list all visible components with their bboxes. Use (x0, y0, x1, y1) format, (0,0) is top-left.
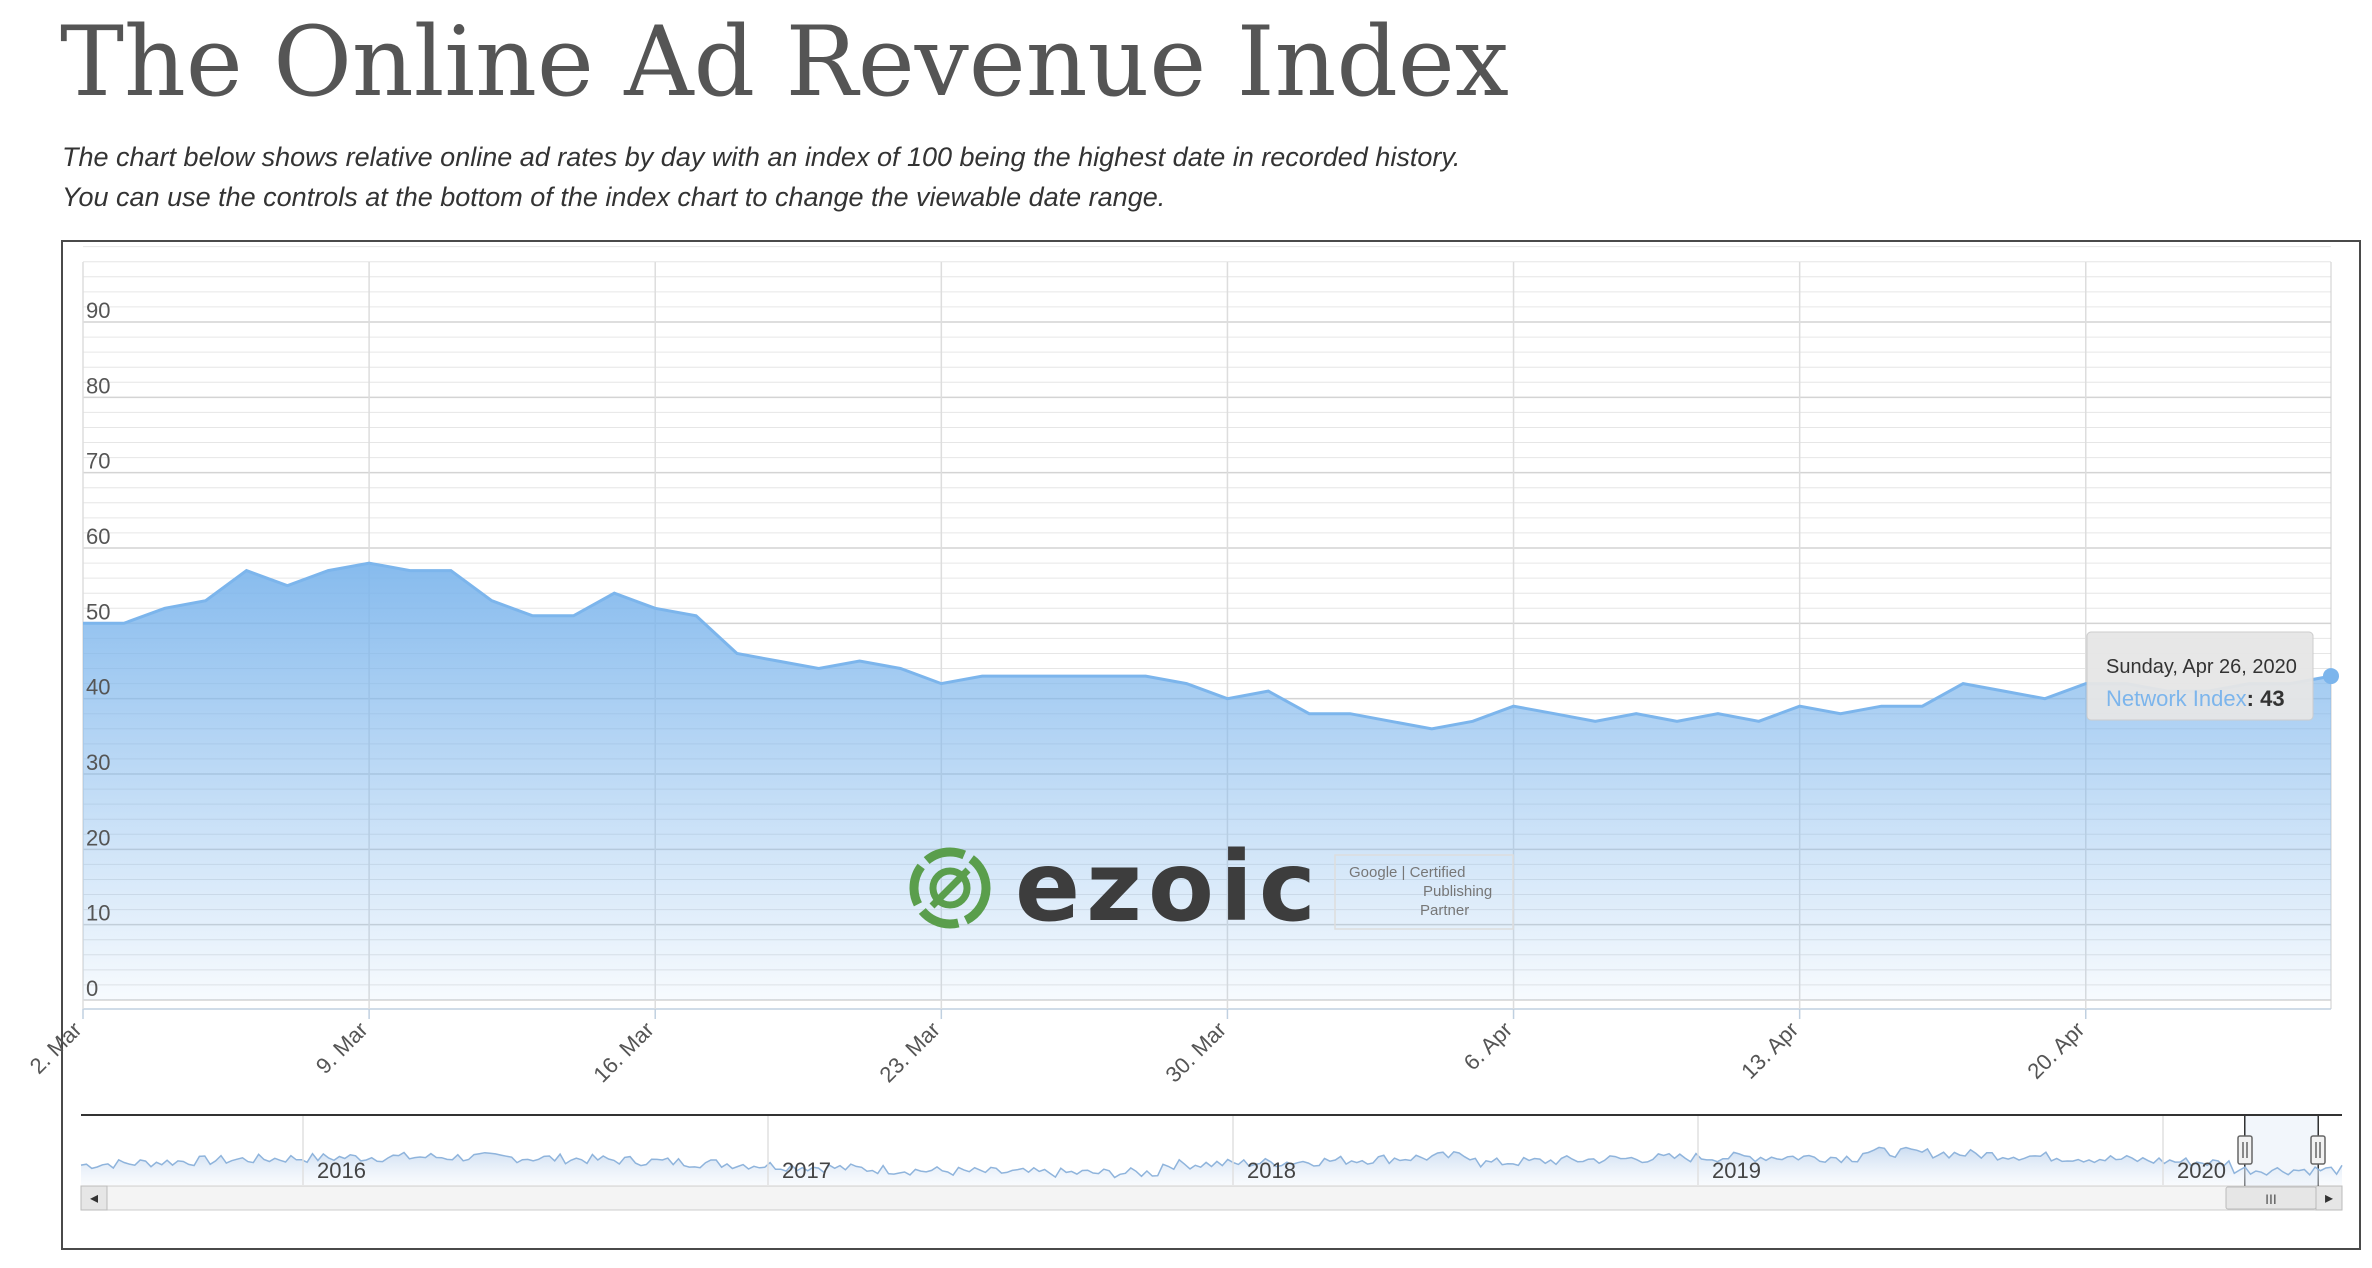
x-tick-label: 16. Mar (588, 1017, 658, 1087)
x-tick-label: 13. Apr (1736, 1017, 1803, 1084)
navigator-series (80, 1146, 2343, 1185)
google-badge-line-3: Partner (1420, 902, 1469, 919)
navigator[interactable]: 2016 2017 2018 2019 2020 ◂ III ▸ (80, 1114, 2343, 1211)
navigator-line (80, 1146, 2343, 1179)
y-tick-label: 10 (86, 901, 110, 926)
ezoic-logo-icon (909, 847, 991, 929)
series-network-index[interactable] (82, 561, 2339, 1000)
ezoic-watermark: ezoic Google | Certified Publishing Part… (909, 831, 1514, 943)
tooltip-box (2086, 631, 2314, 721)
x-tick-label: 20. Apr (2022, 1017, 2089, 1084)
y-tick-label: 60 (86, 524, 110, 549)
series-line (83, 561, 2332, 731)
navigator-year-label: 2016 (317, 1158, 366, 1183)
x-tick-label: 2. Mar (25, 1017, 87, 1079)
data-point[interactable] (2323, 668, 2339, 685)
y-tick-label: 80 (86, 373, 110, 398)
navigator-handle-left[interactable] (2237, 1135, 2253, 1165)
scrollbar-right-button[interactable]: ▸ (2315, 1185, 2343, 1211)
page-title: The Online Ad Revenue Index (60, 6, 1509, 118)
google-badge-line-1: Google | Certified (1349, 864, 1465, 881)
navigator-year-labels: 2016 2017 2018 2019 2020 (302, 1116, 2226, 1185)
intro-text: The chart below shows relative online ad… (62, 137, 1460, 217)
intro-line-1: The chart below shows relative online ad… (62, 142, 1461, 172)
navigator-year-label: 2018 (1247, 1158, 1296, 1183)
navigator-year-label: 2019 (1712, 1158, 1761, 1183)
navigator-year-label: 2017 (782, 1158, 831, 1183)
scrollbar-track[interactable] (80, 1185, 2343, 1211)
scrollbar-grip-icon: III (2265, 1191, 2277, 1207)
y-tick-label: 40 (86, 675, 110, 700)
chevron-right-icon: ▸ (2325, 1188, 2333, 1207)
x-tick-label: 9. Mar (311, 1017, 373, 1079)
navigator-handle-right[interactable] (2310, 1135, 2326, 1165)
tooltip: Sunday, Apr 26, 2020 Network Index: 43 (2086, 631, 2314, 721)
chevron-left-icon: ◂ (90, 1188, 98, 1207)
scrollbar-left-button[interactable]: ◂ (80, 1185, 108, 1211)
y-tick-label: 20 (86, 825, 110, 850)
series-area (83, 563, 2331, 1000)
y-tick-label: 30 (86, 750, 110, 775)
navigator-year-label: 2020 (2177, 1158, 2226, 1183)
y-tick-label: 0 (86, 976, 98, 1001)
y-tick-label: 70 (86, 449, 110, 474)
tooltip-separator: : (2247, 686, 2260, 711)
y-tick-label: 50 (86, 599, 110, 624)
google-badge-frame (1334, 854, 1514, 930)
navigator-area (81, 1147, 2342, 1185)
tooltip-value: 43 (2260, 686, 2284, 711)
ezoic-wordmark: ezoic (1015, 831, 1322, 943)
tooltip-line: Network Index: 43 (2106, 686, 2285, 711)
tooltip-series-name: Network Index (2106, 686, 2247, 711)
intro-line-2: You can use the controls at the bottom o… (62, 182, 1166, 212)
y-axis: 0 10 20 30 40 50 60 70 80 90 (86, 298, 110, 1001)
x-tick-label: 30. Mar (1161, 1017, 1231, 1087)
google-badge-line-2: Publishing (1423, 883, 1492, 900)
x-tick-label: 23. Mar (874, 1017, 944, 1087)
y-tick-label: 90 (86, 298, 110, 323)
x-tick-label: 6. Apr (1459, 1017, 1517, 1075)
scrollbar-thumb[interactable]: III (2225, 1186, 2317, 1210)
x-axis: 2. Mar 9. Mar 16. Mar 23. Mar 30. Mar 6. Apr 1… (25, 1009, 2089, 1087)
tooltip-date: Sunday, Apr 26, 2020 (2106, 656, 2297, 678)
